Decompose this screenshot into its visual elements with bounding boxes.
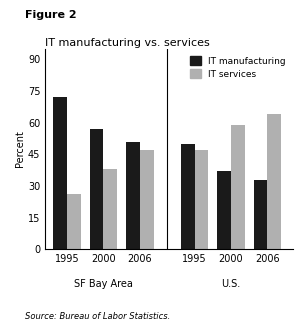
Bar: [90, 129, 103, 249]
Text: Source: Bureau of Labor Statistics.: Source: Bureau of Labor Statistics.: [25, 313, 170, 321]
Text: Figure 2: Figure 2: [25, 10, 76, 20]
Bar: [267, 114, 281, 249]
Y-axis label: Percent: Percent: [15, 131, 25, 168]
Text: SF Bay Area: SF Bay Area: [74, 279, 133, 289]
Text: IT manufacturing vs. services: IT manufacturing vs. services: [45, 38, 210, 48]
Bar: [253, 180, 267, 249]
Bar: [181, 144, 195, 249]
Bar: [140, 150, 154, 249]
Bar: [195, 150, 209, 249]
Bar: [53, 97, 67, 249]
Bar: [231, 125, 245, 249]
Bar: [126, 142, 140, 249]
Legend: IT manufacturing, IT services: IT manufacturing, IT services: [187, 53, 289, 82]
Text: U.S.: U.S.: [221, 279, 241, 289]
Bar: [103, 169, 117, 249]
Bar: [217, 171, 231, 249]
Bar: [67, 195, 81, 249]
